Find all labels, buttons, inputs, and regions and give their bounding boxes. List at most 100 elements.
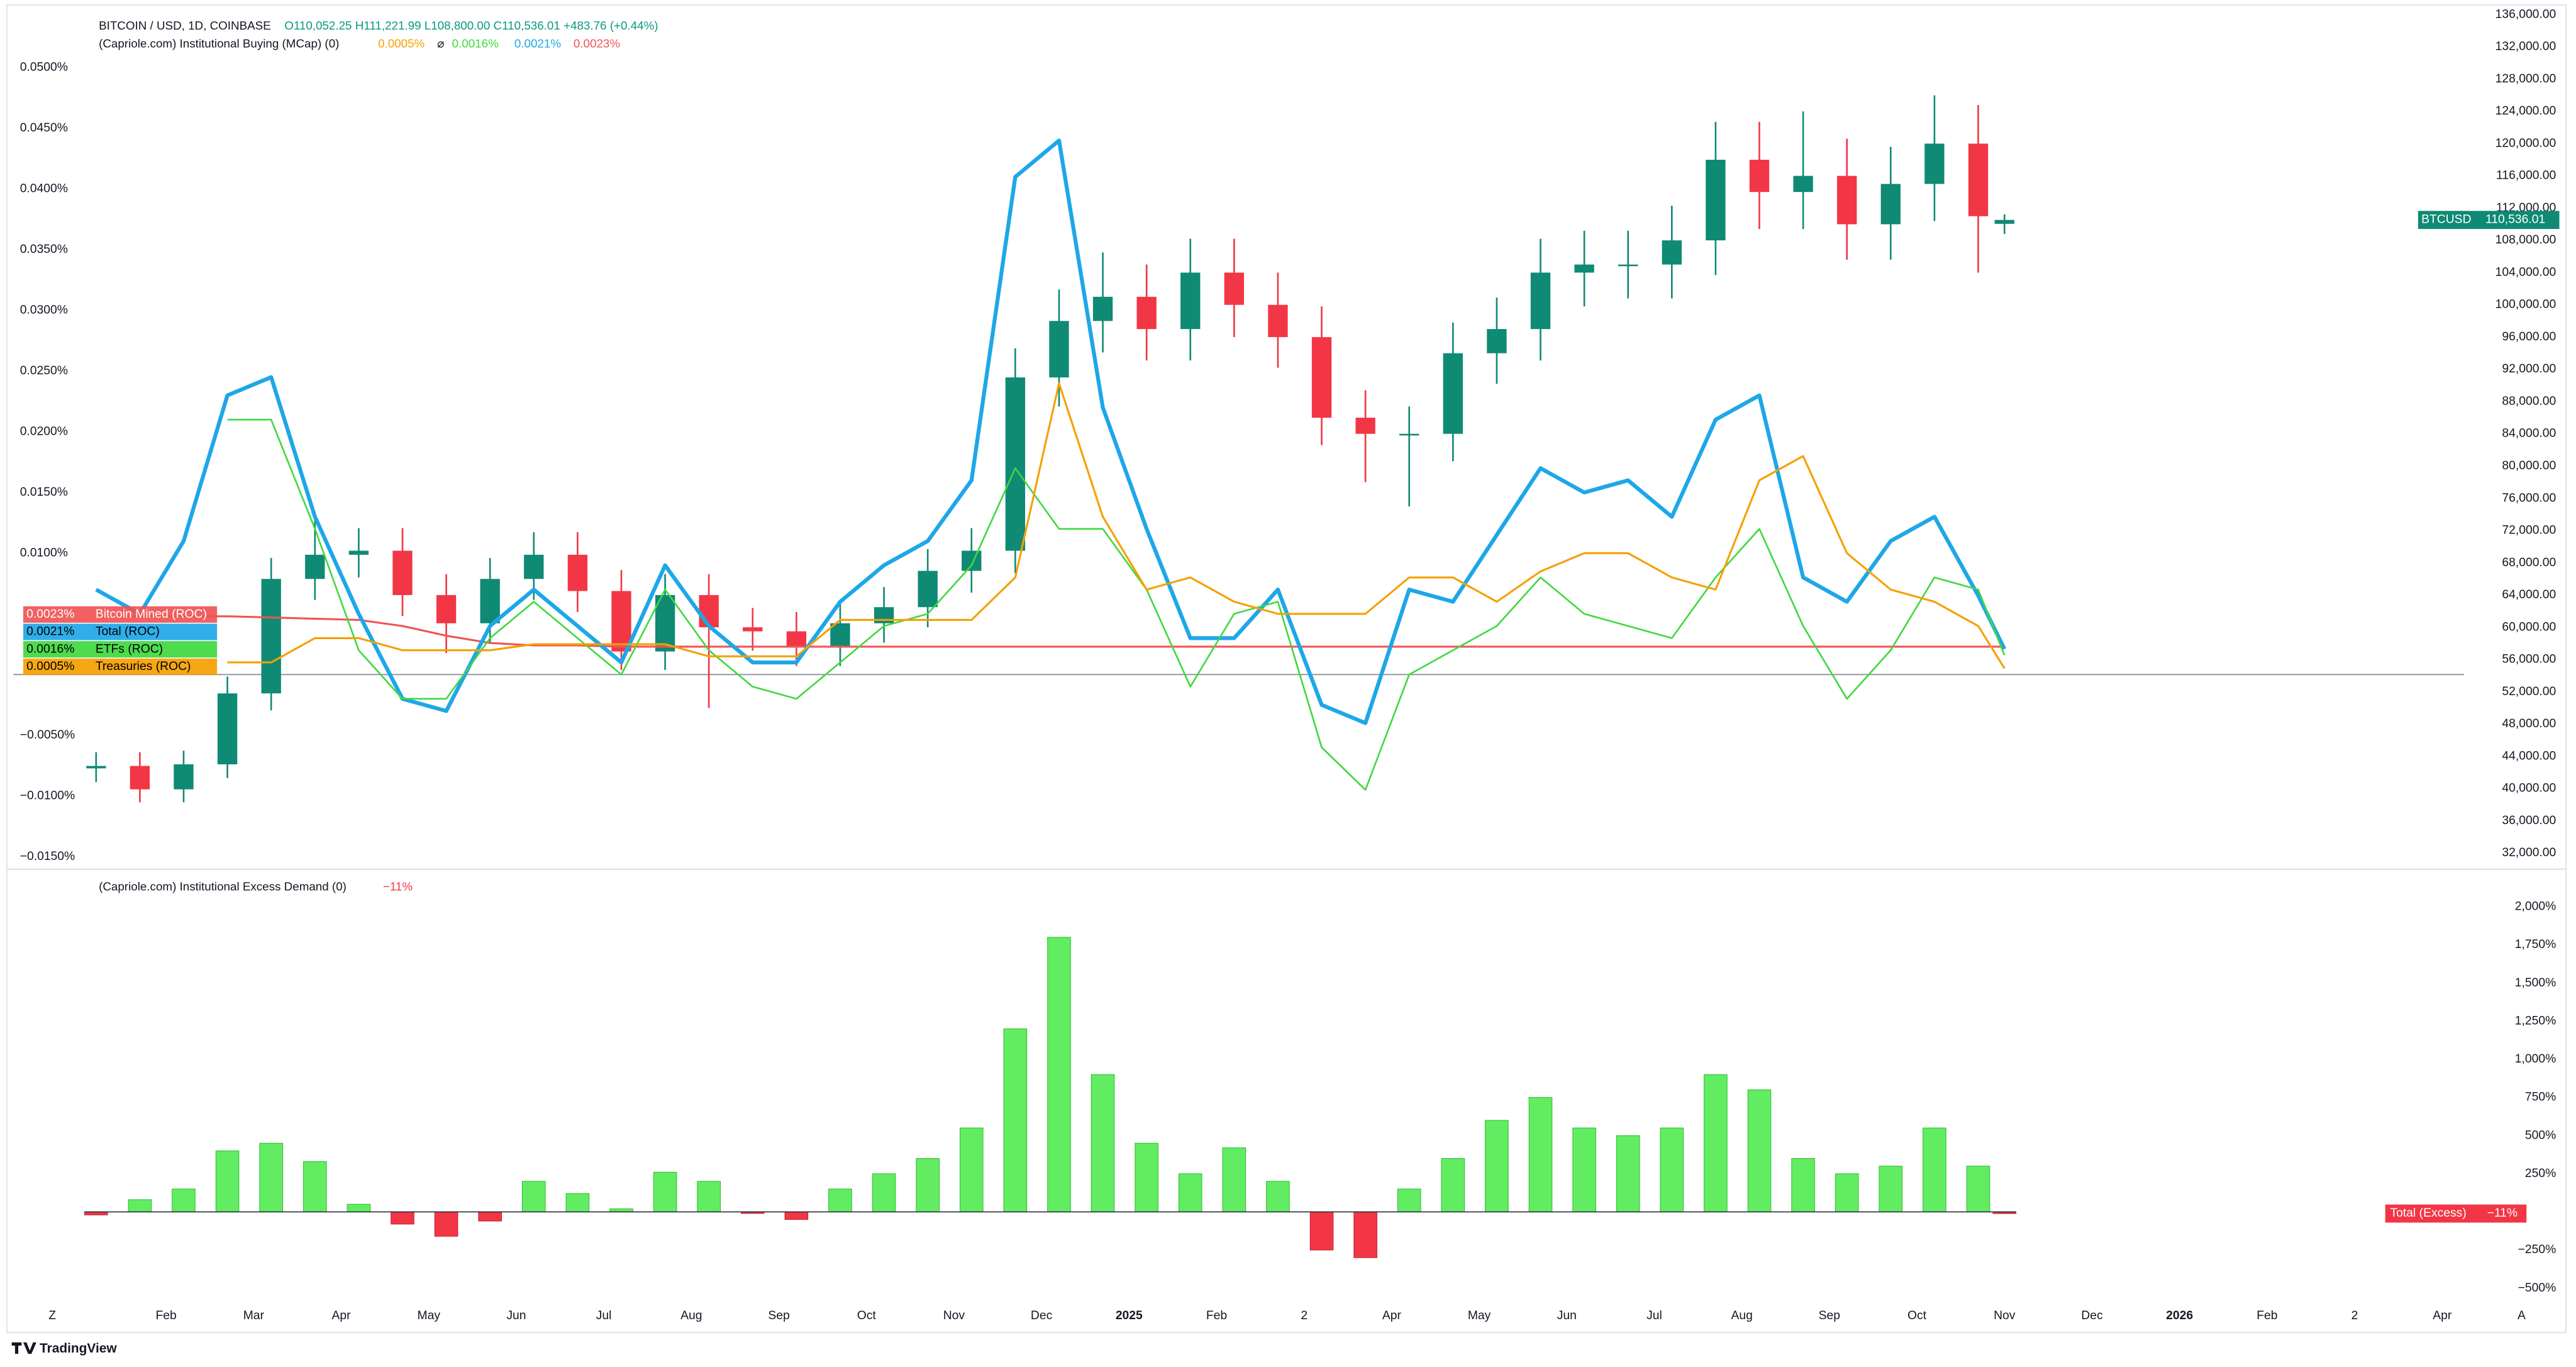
price-tick-label: 116,000.00 xyxy=(2496,169,2556,182)
percent-tick-label: −0.0050% xyxy=(20,728,75,742)
candle-body xyxy=(1706,159,1726,241)
time-tick-label: Feb xyxy=(2257,1309,2277,1322)
candle-body xyxy=(1311,337,1332,418)
histogram-bar xyxy=(1091,1074,1115,1212)
histogram-bar xyxy=(1923,1127,1946,1212)
indicator-line xyxy=(227,382,2006,669)
badge-value: 0.0016% xyxy=(26,642,74,656)
histogram-bar xyxy=(215,1150,240,1212)
time-tick-label: Oct xyxy=(1907,1309,1927,1322)
price-tick-label: 44,000.00 xyxy=(2502,749,2556,762)
candle-body xyxy=(1268,304,1288,337)
price-tick-label: 128,000.00 xyxy=(2496,72,2557,86)
time-tick-label: May xyxy=(417,1309,440,1322)
percent-tick-label: 0.0150% xyxy=(20,486,68,499)
price-tick-label: 64,000.00 xyxy=(2502,588,2556,601)
candle-body xyxy=(830,623,850,648)
excess-tick-label: 1,000% xyxy=(2515,1052,2557,1066)
price-tick-label: 80,000.00 xyxy=(2502,459,2556,472)
candle-body xyxy=(1880,184,1901,225)
price-tick-label: 36,000.00 xyxy=(2502,814,2556,827)
histogram-bar xyxy=(172,1188,196,1212)
percent-tick-label: 0.0300% xyxy=(20,304,68,317)
candle-body xyxy=(1092,296,1113,321)
histogram-bar xyxy=(1485,1120,1509,1212)
legend-value: 0.0021% xyxy=(514,36,561,50)
candle-body xyxy=(436,594,457,623)
histogram-bar xyxy=(1791,1158,1815,1212)
percent-tick-label: 0.0400% xyxy=(20,182,68,196)
price-badge-value: 110,536.01 xyxy=(2485,213,2545,226)
time-tick-label: Nov xyxy=(1994,1309,2016,1322)
histogram-bar xyxy=(1528,1097,1553,1212)
histogram-bar xyxy=(1178,1173,1202,1212)
candle-body xyxy=(174,764,194,790)
candle-body xyxy=(1049,321,1069,377)
histogram-bar xyxy=(784,1211,809,1220)
histogram-bar xyxy=(1704,1074,1728,1212)
excess-badge-name: Total (Excess) xyxy=(2390,1207,2467,1220)
histogram-bar xyxy=(434,1211,458,1237)
candle-body xyxy=(1837,176,1857,225)
histogram-bar xyxy=(1660,1127,1684,1212)
price-tick-label: 124,000.00 xyxy=(2496,104,2557,118)
series-badge: 0.0005% Treasuries (ROC) xyxy=(23,658,218,675)
histogram-bar xyxy=(1135,1142,1158,1212)
candle-body xyxy=(1793,176,1813,192)
candle-body xyxy=(1994,220,2014,224)
autoscale-button[interactable]: A xyxy=(2518,1309,2526,1322)
candle-body xyxy=(743,627,763,632)
histogram-bar xyxy=(1572,1127,1596,1212)
excess-tick-label: 500% xyxy=(2525,1129,2556,1142)
time-tick-label: Aug xyxy=(680,1309,702,1322)
price-badge-symbol: BTCUSD xyxy=(2421,213,2471,226)
price-tick-label: 100,000.00 xyxy=(2496,298,2557,311)
percent-tick-label: −0.0150% xyxy=(20,850,75,863)
histogram-bar xyxy=(521,1181,546,1212)
candle-body xyxy=(86,766,106,769)
time-tick-label: Dec xyxy=(1031,1309,1053,1322)
legend-value: 0.0016% xyxy=(452,36,499,50)
excess-badge-bg xyxy=(2385,1204,2527,1223)
histogram-bar xyxy=(1441,1158,1465,1212)
price-tick-label: 96,000.00 xyxy=(2502,330,2556,343)
time-tick-label: Sep xyxy=(1819,1309,1840,1322)
candle-body xyxy=(786,631,807,648)
histogram-bar xyxy=(565,1193,590,1212)
histogram-bar xyxy=(828,1188,852,1212)
time-tick-label: 2025 xyxy=(1116,1309,1143,1322)
series-badge: 0.0021% Total (ROC) xyxy=(23,623,218,640)
candle-body xyxy=(305,554,325,579)
badge-bg xyxy=(23,641,218,658)
indicator-line xyxy=(95,138,2007,725)
price-tick-label: 68,000.00 xyxy=(2502,556,2556,569)
price-tick-label: 76,000.00 xyxy=(2502,491,2556,505)
histogram-bar xyxy=(347,1203,371,1212)
price-tick-label: 136,000.00 xyxy=(2496,8,2557,21)
excess-tick-label: 750% xyxy=(2525,1091,2556,1104)
candle-body xyxy=(261,579,281,694)
series-badge: 0.0023% Bitcoin Mined (ROC) xyxy=(23,606,218,623)
time-tick-label: Jun xyxy=(1557,1309,1577,1322)
histogram-bar xyxy=(697,1181,721,1212)
price-tick-label: 120,000.00 xyxy=(2496,137,2557,150)
percent-tick-label: 0.0250% xyxy=(20,364,68,377)
excess-tick-label: −500% xyxy=(2518,1281,2557,1295)
candle-body xyxy=(1224,272,1245,305)
time-tick-label: Jul xyxy=(1646,1309,1662,1322)
candle-body xyxy=(918,571,938,608)
price-tick-label: 48,000.00 xyxy=(2502,717,2556,730)
candle-body xyxy=(348,550,369,555)
histogram-bar xyxy=(1047,937,1071,1212)
candle-body xyxy=(480,579,500,623)
indicator-line xyxy=(96,615,2005,648)
badge-value: 0.0023% xyxy=(26,608,74,621)
candle-body xyxy=(1136,296,1157,330)
time-tick-label: 2026 xyxy=(2166,1309,2193,1322)
excess-badge-value: −11% xyxy=(2487,1207,2518,1220)
candle-body xyxy=(1574,264,1594,273)
time-tick-label: 2 xyxy=(1301,1309,1307,1322)
ohlc-legend: O110,052.25 H111,221.99 L108,800.00 C110… xyxy=(284,19,658,32)
price-tick-label: 84,000.00 xyxy=(2502,427,2556,440)
